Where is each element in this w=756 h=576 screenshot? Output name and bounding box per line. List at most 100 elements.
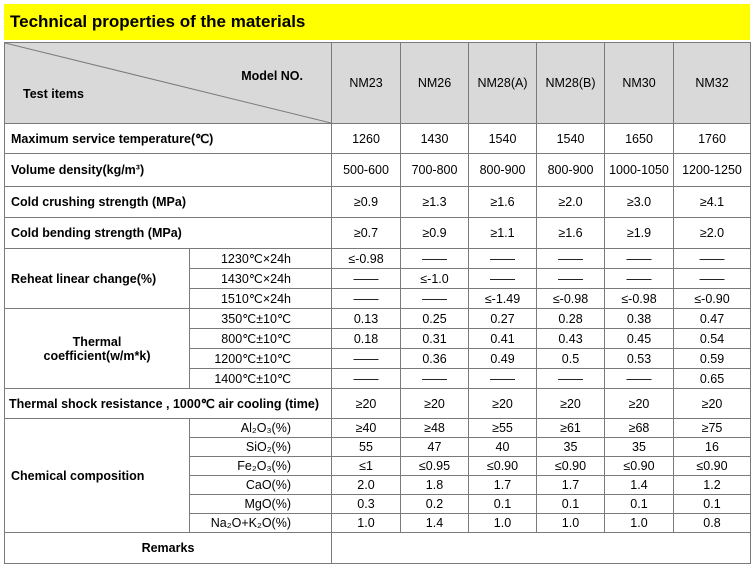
table-cell: ≥20 [536, 388, 605, 419]
table-cell: 0.65 [673, 368, 751, 389]
model-header: NM26 [400, 42, 469, 124]
test-items-label: Test items [23, 87, 84, 101]
table-cell: —— [468, 248, 537, 269]
properties-table: Model NO. Test items NM23 NM26 NM28(A) N… [4, 42, 751, 564]
table-cell: 700-800 [400, 153, 469, 187]
table-cell: 0.2 [400, 494, 469, 514]
table-cell: —— [331, 368, 401, 389]
table-cell: —— [604, 268, 674, 289]
table-row: 1200℃±10℃ —— 0.36 0.49 0.5 0.53 0.59 [5, 348, 751, 369]
table-cell: 1.4 [604, 475, 674, 495]
row-label: Cold bending strength (MPa) [4, 217, 332, 249]
table-cell: ≥2.0 [673, 217, 751, 249]
condition-cell: Fe₂O₃(%) [189, 456, 332, 476]
table-cell: 1.0 [604, 513, 674, 533]
table-cell: ≥48 [400, 418, 469, 438]
table-cell: —— [400, 248, 469, 269]
table-cell: 0.53 [604, 348, 674, 369]
table-cell: ≥68 [604, 418, 674, 438]
table-row: Volume density(kg/m³) 500-600 700-800 80… [4, 153, 751, 187]
table-cell: —— [331, 268, 401, 289]
model-no-label: Model NO. [241, 69, 303, 83]
table-cell: —— [536, 268, 605, 289]
table-cell: —— [604, 248, 674, 269]
table-cell: ≤-0.98 [604, 288, 674, 309]
table-cell: 800-900 [468, 153, 537, 187]
table-cell: ≥1.6 [536, 217, 605, 249]
condition-cell: MgO(%) [189, 494, 332, 514]
table-row: Reheat linear change(%) 1230℃×24h ≤-0.98… [4, 248, 751, 309]
row-label: Volume density(kg/m³) [4, 153, 332, 187]
table-cell: —— [604, 368, 674, 389]
table-cell: 0.5 [536, 348, 605, 369]
table-cell: 0.54 [673, 328, 751, 349]
header-corner-cell: Model NO. Test items [4, 42, 332, 124]
table-cell: ≥61 [536, 418, 605, 438]
table-cell: ≥4.1 [673, 186, 751, 218]
table-cell: 0.1 [673, 494, 751, 514]
table-cell: 0.1 [604, 494, 674, 514]
page-title: Technical properties of the materials [4, 4, 750, 40]
table-cell: 500-600 [331, 153, 401, 187]
table-cell: 1540 [536, 123, 605, 154]
row-label: Chemical composition [4, 418, 190, 533]
condition-cell: SiO₂(%) [189, 437, 332, 457]
table-cell: ≤0.90 [468, 456, 537, 476]
table-cell: ≥0.9 [400, 217, 469, 249]
table-row: Cold crushing strength (MPa) ≥0.9 ≥1.3 ≥… [4, 186, 751, 218]
model-header: NM23 [331, 42, 401, 124]
table-cell: 47 [400, 437, 469, 457]
table-cell: —— [468, 268, 537, 289]
table-cell: 1.0 [468, 513, 537, 533]
row-label: Maximum service temperature(℃) [4, 123, 332, 154]
table-row: Maximum service temperature(℃) 1260 1430… [4, 123, 751, 154]
table-cell: ≤-1.0 [400, 268, 469, 289]
table-cell: ≤-0.98 [331, 248, 401, 269]
table-cell: 1.2 [673, 475, 751, 495]
table-cell: 1260 [331, 123, 401, 154]
condition-cell: 1200℃±10℃ [189, 348, 332, 369]
table-cell: ≤-0.98 [536, 288, 605, 309]
table-cell: 0.8 [673, 513, 751, 533]
table-cell: —— [673, 268, 751, 289]
table-cell: 1.8 [400, 475, 469, 495]
table-cell: 40 [468, 437, 537, 457]
table-row: 800℃±10℃ 0.18 0.31 0.41 0.43 0.45 0.54 [5, 328, 751, 349]
table-cell: —— [400, 288, 469, 309]
table-cell: ≥3.0 [604, 186, 674, 218]
table-cell: 1.7 [468, 475, 537, 495]
table-cell: 0.1 [536, 494, 605, 514]
table-cell: 55 [331, 437, 401, 457]
table-cell: —— [400, 368, 469, 389]
table-cell: ≥20 [400, 388, 469, 419]
table-cell: ≤0.90 [536, 456, 605, 476]
table-cell: 1000-1050 [604, 153, 674, 187]
table-cell: ≤0.90 [604, 456, 674, 476]
condition-cell: 1230℃×24h [189, 248, 332, 269]
table-cell: ≤1 [331, 456, 401, 476]
condition-cell: 800℃±10℃ [189, 328, 332, 349]
table-cell: 2.0 [331, 475, 401, 495]
table-cell: 1650 [604, 123, 674, 154]
table-cell: ≤0.95 [400, 456, 469, 476]
table-row: Remarks [4, 532, 751, 564]
table-cell: —— [331, 348, 401, 369]
condition-cell: CaO(%) [189, 475, 332, 495]
table-cell: 1.0 [331, 513, 401, 533]
condition-cell: 1510℃×24h [189, 288, 332, 309]
table-cell: 0.36 [400, 348, 469, 369]
table-cell: 0.3 [331, 494, 401, 514]
condition-cell: 350℃±10℃ [189, 308, 332, 329]
table-cell: 0.1 [468, 494, 537, 514]
model-header: NM30 [604, 42, 674, 124]
table-cell: ≥1.3 [400, 186, 469, 218]
row-label: Thermal coefficient(w/m*k) [4, 308, 190, 389]
table-cell: 0.25 [400, 308, 469, 329]
table-cell: ≥1.6 [468, 186, 537, 218]
condition-cell: Na₂O+K₂O(%) [189, 513, 332, 533]
table-cell: 0.43 [536, 328, 605, 349]
condition-cell: 1400℃±10℃ [189, 368, 332, 389]
condition-cell: 1430℃×24h [189, 268, 332, 289]
table-cell: 0.27 [468, 308, 537, 329]
table-cell: 1.7 [536, 475, 605, 495]
